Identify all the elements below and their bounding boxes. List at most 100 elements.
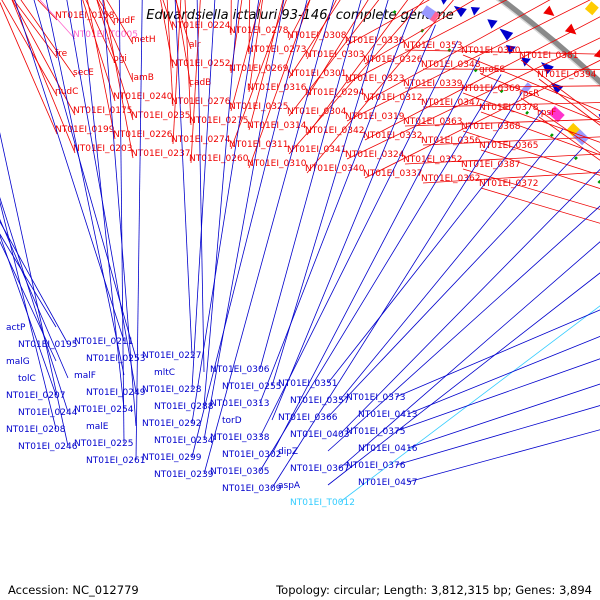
inner-ruler-dot (392, 10, 397, 14)
reverse-gene-label: NT01EI_0305 (210, 467, 269, 477)
forward-gene-label: NT01EI_0273 (247, 45, 306, 55)
reverse-gene-label: NT01EI_0249 (86, 388, 146, 398)
forward-label-leader (248, 0, 251, 55)
reverse-gene-label: NT01EI_0309 (222, 484, 282, 494)
reverse-gene-arrow (499, 28, 514, 41)
reverse-gene-label: NT01EI_0254 (74, 405, 134, 415)
forward-label-leader (190, 0, 201, 164)
forward-gene-label: NT01EI_0276 (171, 97, 231, 107)
reverse-gene-label: NT01EI_0288 (154, 402, 214, 412)
forward-label-leader (538, 78, 600, 126)
forward-label-leader (230, 0, 262, 112)
reverse-label-leader (339, 305, 600, 503)
reverse-gene-arrow (505, 45, 516, 55)
reverse-gene-label: NT01EI_0246 (18, 442, 78, 452)
reverse-gene-label: NT01EI_0375 (346, 427, 405, 437)
reverse-label-leader (395, 405, 600, 466)
reverse-gene-label: NT01EI_0457 (358, 478, 417, 488)
reverse-gene-label: mltC (154, 368, 175, 378)
reverse-label-leader (0, 233, 57, 328)
inner-ruler-dot (597, 179, 600, 184)
forward-gene-label: NT01EI_0369 (461, 84, 521, 94)
reverse-gene-label: NT01EI_0207 (6, 391, 65, 401)
reverse-gene-arrow (521, 57, 531, 67)
forward-gene-label: NT01EI_0325 (229, 102, 288, 112)
forward-label-leader (462, 54, 600, 112)
forward-gene-label: NT01EI_0294 (305, 88, 365, 98)
forward-label-leader (422, 102, 600, 108)
forward-label-leader (346, 37, 600, 160)
forward-gene-label: cadB (189, 78, 211, 88)
reverse-gene-arrow (470, 7, 481, 16)
forward-gene-label: NT01EI_0275 (189, 116, 248, 126)
reverse-gene-label: NT01EI_0299 (142, 453, 202, 463)
reverse-gene-label: NT01EI_0338 (210, 433, 270, 443)
reverse-label-leader (271, 91, 523, 489)
forward-label-leader (160, 0, 174, 69)
reverse-label-leader (327, 147, 584, 418)
forward-label-leader (85, 0, 116, 64)
forward-gene-label: NT01EI_0372 (479, 179, 538, 189)
forward-gene-label: NT01EI_0387 (461, 160, 520, 170)
reverse-label-leader (395, 358, 600, 432)
forward-gene-label: NT01EI_0336 (345, 36, 405, 46)
reverse-gene-label: NT01EI_0244 (18, 408, 78, 418)
forward-gene-label: NT01EI_0310 (247, 159, 307, 169)
forward-gene-label: NT01EI_0348 (421, 60, 481, 70)
reverse-gene-label: NT01EI_0302 (222, 450, 281, 460)
forward-label-leader (306, 0, 454, 174)
forward-label-leader (480, 73, 600, 123)
forward-label-leader (1, 0, 58, 97)
reverse-gene-label: NT01EI_0292 (142, 419, 201, 429)
reverse-gene-label: NT01EI_0253 (86, 354, 145, 364)
forward-gene-label: NT01EI_0158 (55, 11, 115, 21)
forward-gene-label: NT01EI_0394 (537, 70, 597, 80)
inner-ruler-dot (574, 156, 578, 161)
outer-cog-feature (584, 1, 599, 16)
reverse-gene-label: NT01EI_0195 (18, 340, 77, 350)
forward-gene-label: NT01EI_0381 (519, 51, 578, 61)
reverse-gene-label: NT01EI_0239 (154, 470, 214, 480)
forward-label-leader (480, 111, 600, 156)
forward-label-leader (248, 0, 311, 169)
reverse-gene-label: tolC (18, 374, 36, 384)
reverse-label-leader (33, 0, 137, 359)
reverse-gene-label: NT01EI_0255 (222, 382, 281, 392)
forward-label-leader (538, 116, 600, 161)
reverse-label-leader (203, 0, 285, 441)
forward-gene-label: NT01EI_0303 (305, 50, 364, 60)
reverse-gene-label: NT01EI_0413 (358, 410, 417, 420)
forward-label-leader (404, 153, 600, 165)
forward-label-leader (96, 0, 134, 121)
forward-gene-label: NT01EI_0316 (247, 83, 307, 93)
reverse-label-leader (191, 0, 260, 424)
reverse-label-leader (66, 0, 137, 393)
forward-gene-label: NT01EI_0301 (287, 69, 346, 79)
forward-gene-label: NT01EI_0311 (229, 140, 288, 150)
forward-gene-label: NT01EI_0324 (345, 150, 405, 160)
reverse-gene-arrow (487, 19, 498, 29)
forward-gene-label: NT01EI_0274 (171, 135, 231, 145)
forward-label-leader (20, 0, 76, 78)
reverse-gene-label: NT01EI_0403 (290, 430, 349, 440)
forward-gene-label: lamB (131, 73, 154, 83)
forward-label-leader (346, 0, 508, 84)
forward-gene-label: NT01EI_0304 (287, 107, 347, 117)
reverse-label-leader (339, 168, 600, 435)
reverse-label-leader (0, 200, 57, 430)
forward-label-leader (230, 0, 287, 150)
reverse-label-leader (259, 74, 502, 472)
forward-gene-label: NT01EI_0378 (479, 103, 539, 113)
forward-label-leader (306, 0, 369, 98)
reverse-label-leader (271, 24, 436, 421)
forward-gene-label: NT01EI_0269 (229, 64, 289, 74)
forward-gene-label: NT01EI_0362 (421, 174, 480, 184)
reverse-gene-label: malG (6, 357, 30, 367)
forward-gene-label: NT01EI_0235 (131, 111, 190, 121)
forward-gene-label: NT01EI_0252 (171, 59, 230, 69)
forward-label-leader (288, 0, 425, 155)
forward-gene-label: NT01EI_0339 (403, 79, 463, 89)
reverse-label-leader (0, 234, 57, 396)
reverse-gene-label: NT01EI_0227 (142, 351, 201, 361)
